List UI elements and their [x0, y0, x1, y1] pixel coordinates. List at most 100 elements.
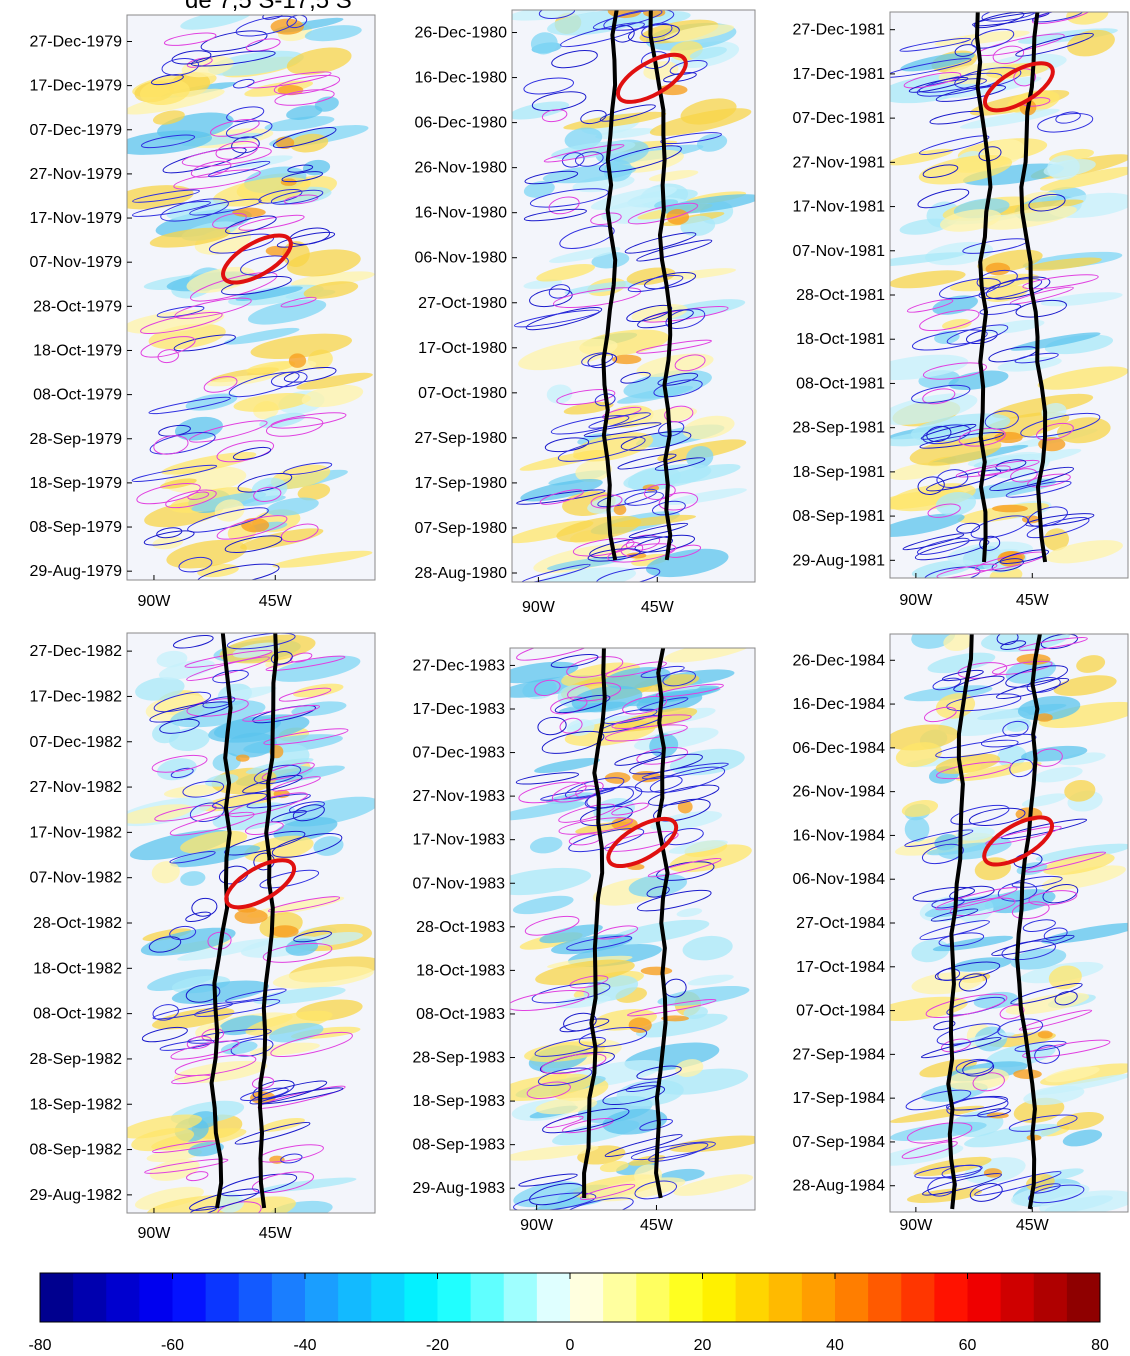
contour	[1037, 112, 1094, 133]
colorbar-tick-label: -20	[426, 1337, 449, 1354]
x-tick-label: 90W	[520, 1217, 554, 1234]
black-contour	[654, 648, 670, 1199]
contour	[971, 28, 1015, 49]
field-shade	[676, 908, 703, 917]
contour	[1031, 12, 1093, 25]
contour	[641, 22, 673, 39]
y-tick-label: 07-Oct-1984	[796, 1003, 885, 1020]
contour	[191, 897, 218, 917]
contour	[581, 352, 613, 367]
contour	[523, 208, 587, 222]
contour	[189, 802, 225, 823]
field-shade	[223, 327, 300, 345]
contour	[288, 801, 325, 814]
field-shade	[890, 1144, 964, 1166]
y-tick-label: 28-Sep-1981	[792, 420, 885, 437]
contour	[917, 476, 945, 495]
field-shade	[964, 1123, 1063, 1148]
contour	[973, 12, 1025, 29]
contour	[646, 885, 670, 898]
contour	[281, 171, 324, 183]
contour	[526, 1081, 571, 1100]
contour	[903, 71, 962, 89]
contour	[997, 1018, 1044, 1038]
x-tick-label: 90W	[138, 1225, 172, 1242]
field-shade	[890, 724, 959, 751]
contour	[550, 696, 588, 715]
field-shade	[1013, 1069, 1042, 1079]
field-shade	[919, 1058, 977, 1078]
contour	[979, 303, 1022, 315]
field-shade	[529, 836, 563, 854]
contour	[189, 198, 262, 216]
field-shade	[635, 1013, 728, 1038]
contour	[225, 120, 273, 139]
y-tick-label: 08-Oct-1982	[33, 1006, 122, 1023]
contour	[923, 706, 957, 723]
field-shade	[535, 959, 635, 986]
contour	[643, 483, 676, 500]
field-shade	[890, 462, 951, 481]
contour	[914, 1164, 983, 1179]
contour	[523, 77, 575, 95]
x-tick-label: 90W	[522, 599, 556, 616]
contour	[1028, 193, 1066, 212]
contour	[607, 543, 677, 563]
field-shade	[997, 357, 1062, 372]
y-tick-label: 26-Nov-1984	[793, 784, 886, 801]
colorbar-band	[305, 1273, 339, 1322]
field-shade	[890, 431, 957, 447]
contour	[925, 993, 1008, 1018]
y-tick-label: 17-Dec-1983	[413, 701, 506, 718]
field-shade	[241, 517, 270, 533]
contour	[1026, 677, 1061, 693]
colorbar-band	[901, 1273, 935, 1322]
contour	[583, 422, 662, 438]
contour	[270, 651, 293, 665]
contour	[611, 714, 692, 729]
contour	[907, 1122, 973, 1144]
contour	[992, 45, 1025, 65]
field-shade	[623, 369, 712, 399]
colorbar-band	[1033, 1273, 1068, 1322]
contour	[286, 15, 308, 29]
y-tick-label: 08-Oct-1981	[796, 375, 885, 392]
x-tick-label: 90W	[899, 592, 933, 609]
contour	[525, 306, 603, 331]
field-shade	[1039, 1190, 1128, 1212]
contour	[557, 436, 646, 462]
field-shade	[271, 925, 299, 938]
black-contour	[258, 633, 279, 1209]
y-tick-label: 27-Nov-1983	[413, 788, 506, 805]
contour	[655, 683, 724, 698]
field-shade	[682, 415, 735, 440]
contour	[1054, 990, 1078, 1006]
colorbar-band	[536, 1273, 571, 1322]
y-tick-label: 28-Sep-1979	[29, 431, 122, 448]
contour	[934, 961, 1001, 981]
colorbar-band	[106, 1273, 140, 1322]
contour	[914, 539, 990, 561]
contour	[648, 784, 720, 806]
panel-field	[512, 10, 755, 582]
contour	[157, 349, 179, 364]
field-shade	[911, 939, 950, 963]
contour	[626, 304, 673, 323]
contour	[950, 804, 1010, 825]
contour	[150, 74, 184, 86]
colorbar-band	[1000, 1273, 1035, 1322]
field-shade	[248, 299, 327, 325]
y-tick-label: 28-Sep-1983	[412, 1050, 505, 1067]
contour	[926, 425, 952, 443]
field-shade	[927, 652, 996, 674]
field-shade	[233, 392, 311, 412]
field-shade	[265, 245, 289, 257]
panel-field	[127, 633, 375, 1213]
contour	[662, 670, 697, 687]
contour	[518, 781, 587, 804]
contour	[1028, 890, 1078, 906]
contour	[1009, 758, 1034, 778]
field-shade	[127, 804, 193, 824]
contour	[215, 140, 259, 160]
contour	[520, 563, 591, 582]
